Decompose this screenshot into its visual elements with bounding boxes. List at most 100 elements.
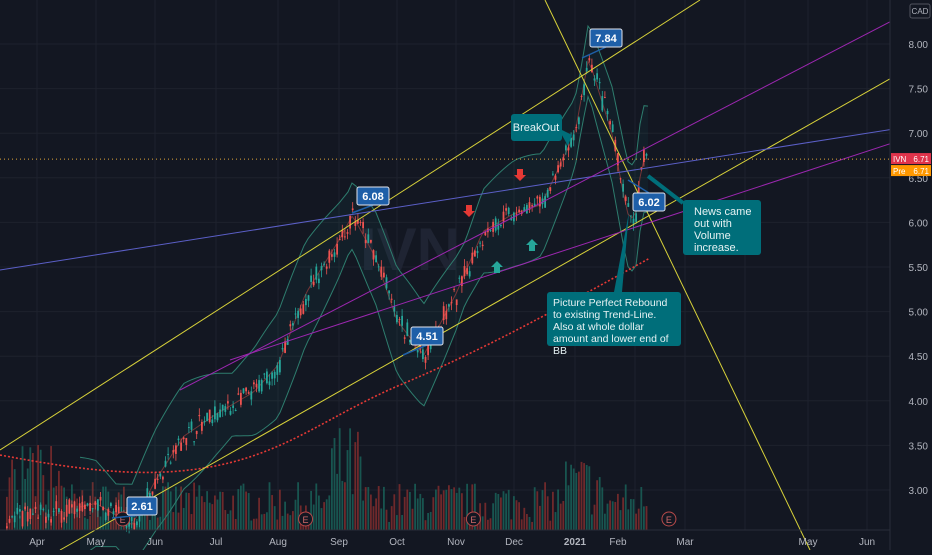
volume-bar — [515, 500, 518, 530]
callout-low-261[interactable] — [126, 496, 158, 516]
callout-low-261-text: 2.61 — [131, 501, 152, 513]
candle-body — [643, 149, 645, 163]
callout-peak-608[interactable] — [356, 186, 390, 206]
volume-bar — [435, 489, 437, 530]
candle-body — [401, 315, 403, 326]
price-axis-tick: 5.00 — [909, 308, 929, 319]
candle-body — [336, 243, 338, 255]
price-tag-label: IVN — [893, 155, 907, 164]
callout-peak-608-pointer — [351, 204, 374, 214]
candle-body — [549, 187, 552, 191]
rebound-callout-text: Also at whole dollar — [553, 321, 645, 333]
earnings-marker[interactable] — [115, 511, 131, 527]
candle-body — [505, 208, 507, 211]
candle-body — [575, 126, 578, 128]
candle-body — [273, 371, 276, 379]
candle-body — [229, 410, 232, 415]
volume-bar — [201, 496, 203, 530]
candle-body — [247, 392, 250, 394]
candle-body — [585, 67, 588, 72]
rebound-callout-text: to existing Trend-Line. — [553, 309, 656, 321]
candle-body — [354, 221, 357, 226]
volume-bar — [562, 500, 565, 530]
candle-body — [63, 517, 65, 520]
volume-bar — [502, 491, 505, 530]
candle-body — [52, 511, 55, 513]
candle-body — [523, 207, 526, 212]
candle-body — [510, 217, 513, 221]
candle-body — [19, 509, 21, 512]
candle-body — [297, 310, 299, 318]
volume-bar — [32, 453, 34, 530]
earnings-marker[interactable] — [465, 511, 481, 527]
currency-badge[interactable] — [909, 3, 931, 19]
callout-rebound-602[interactable] — [632, 192, 666, 212]
rebound-callout[interactable] — [547, 292, 681, 346]
volume-bar — [315, 483, 318, 530]
candle-body — [596, 73, 598, 80]
volume-bar — [297, 482, 299, 530]
candle-body — [58, 508, 60, 512]
candle-body — [370, 239, 372, 243]
time-axis-label: Apr — [29, 537, 45, 548]
volume-bar — [182, 507, 185, 530]
volume-bar — [570, 464, 572, 530]
candle-body — [325, 266, 328, 269]
candle-body — [172, 450, 175, 453]
volume-bar — [344, 482, 346, 530]
volume-bar — [411, 508, 414, 530]
candle-body — [351, 208, 354, 211]
volume-bar — [533, 487, 536, 530]
candle-body — [583, 84, 585, 96]
candle-body — [331, 254, 333, 257]
candle-body — [609, 121, 611, 125]
volume-bar — [50, 446, 52, 530]
volume-bar — [440, 494, 442, 530]
volume-bar — [219, 491, 221, 530]
price-tag-pre — [891, 165, 931, 177]
news-callout[interactable] — [683, 200, 761, 255]
candle-body — [45, 516, 47, 523]
volume-bar — [336, 473, 338, 530]
volume-bar — [123, 486, 125, 530]
candle-body — [357, 220, 359, 224]
candle-body — [403, 337, 406, 339]
candle-body — [471, 252, 474, 264]
candle-body — [97, 499, 99, 511]
volume-bar — [507, 489, 510, 530]
callout-low-451[interactable] — [410, 326, 444, 346]
candle-body — [341, 229, 344, 238]
breakout-callout[interactable] — [511, 114, 562, 141]
earnings-marker-label: E — [666, 515, 672, 525]
price-tag-value: 6.71 — [913, 155, 929, 164]
bollinger-basis — [79, 59, 648, 526]
candle-body — [284, 341, 286, 353]
volume-bar — [474, 483, 476, 530]
price-axis-tick: 8.00 — [909, 40, 929, 51]
volume-bar — [198, 485, 201, 530]
news-callout-text: increase. — [694, 242, 739, 254]
volume-bar — [390, 506, 393, 530]
candle-body — [442, 306, 445, 321]
earnings-marker[interactable] — [661, 511, 677, 527]
callout-high-784[interactable] — [589, 28, 623, 48]
volume-bar — [310, 490, 312, 530]
volume-bar — [154, 502, 156, 530]
candle-body — [500, 224, 502, 227]
candle-body — [554, 175, 557, 180]
earnings-marker[interactable] — [298, 511, 314, 527]
volume-bar — [453, 487, 455, 530]
price-axis-tick: 3.00 — [909, 486, 929, 497]
volume-bar — [84, 517, 86, 530]
volume-bar — [437, 485, 440, 530]
candle-body — [237, 393, 240, 395]
candle-body — [250, 391, 253, 400]
candle-body — [227, 401, 229, 404]
volume-bar — [34, 496, 37, 530]
volume-bar — [640, 487, 643, 530]
candle-body — [99, 496, 102, 501]
candle-body — [86, 503, 89, 506]
earnings-marker-label: E — [470, 515, 476, 525]
